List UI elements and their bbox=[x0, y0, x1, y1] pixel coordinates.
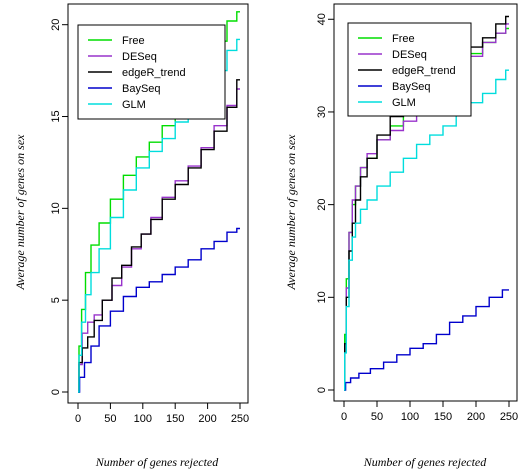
left-y-tick-label: 20 bbox=[50, 19, 62, 31]
left-x-tick-label: 150 bbox=[166, 413, 184, 425]
left-x-tick-label: 250 bbox=[231, 413, 249, 425]
right-legend-label: BaySeq bbox=[392, 81, 431, 93]
right-x-axis-label: Number of genes rejected bbox=[363, 455, 488, 469]
left-x-tick-label: 200 bbox=[198, 413, 216, 425]
right-y-axis-label: Average number of genes on sex bbox=[284, 134, 298, 291]
left-legend-label: edgeR_trend bbox=[122, 67, 186, 79]
left-y-axis-label: Average number of genes on sex bbox=[13, 134, 27, 291]
left-x-tick-label: 100 bbox=[134, 413, 152, 425]
right-y-tick-label: 30 bbox=[316, 106, 328, 118]
left-plot-frame bbox=[67, 3, 249, 404]
right-x-tick-label: 100 bbox=[401, 411, 419, 423]
right-series-line-glm bbox=[344, 69, 509, 391]
left-y-tick-label: 15 bbox=[50, 110, 62, 122]
left-y-tick-label: 0 bbox=[50, 389, 62, 395]
left-series-line-edger-trend bbox=[78, 79, 240, 393]
right-plot-frame bbox=[333, 3, 518, 402]
right-series-line-deseq bbox=[344, 23, 509, 391]
right-x-tick-label: 150 bbox=[434, 411, 452, 423]
left-legend-label: Free bbox=[122, 35, 145, 47]
left-legend-label: DESeq bbox=[122, 51, 157, 63]
left-x-axis-label: Number of genes rejected bbox=[95, 455, 220, 469]
right-series-line-edger-trend bbox=[344, 15, 509, 391]
left-legend-label: BaySeq bbox=[122, 83, 161, 95]
right-legend-label: edgeR_trend bbox=[392, 65, 456, 77]
right-chart-panel: Number of genes rejected Average number … bbox=[284, 3, 518, 469]
left-x-tick-label: 0 bbox=[75, 413, 81, 425]
left-legend-label: GLM bbox=[122, 99, 146, 111]
left-series-line-bayseq bbox=[78, 227, 240, 393]
right-y-tick-label: 40 bbox=[316, 13, 328, 25]
left-y-tick-label: 10 bbox=[50, 202, 62, 214]
right-x-tick-label: 0 bbox=[341, 411, 347, 423]
right-y-tick-label: 0 bbox=[316, 387, 328, 393]
left-series-line-deseq bbox=[78, 88, 240, 393]
left-chart-panel: Number of genes rejected Average number … bbox=[13, 3, 249, 469]
right-y-tick-label: 10 bbox=[316, 291, 328, 303]
left-x-tick-label: 50 bbox=[104, 413, 116, 425]
right-legend-label: Free bbox=[392, 33, 415, 45]
right-legend-label: DESeq bbox=[392, 49, 427, 61]
right-x-tick-label: 200 bbox=[467, 411, 485, 423]
right-y-tick-label: 20 bbox=[316, 199, 328, 211]
left-y-tick-label: 5 bbox=[50, 297, 62, 303]
right-legend-label: GLM bbox=[392, 97, 416, 109]
right-x-tick-label: 250 bbox=[500, 411, 518, 423]
right-x-tick-label: 50 bbox=[371, 411, 383, 423]
right-series-line-bayseq bbox=[344, 289, 509, 391]
